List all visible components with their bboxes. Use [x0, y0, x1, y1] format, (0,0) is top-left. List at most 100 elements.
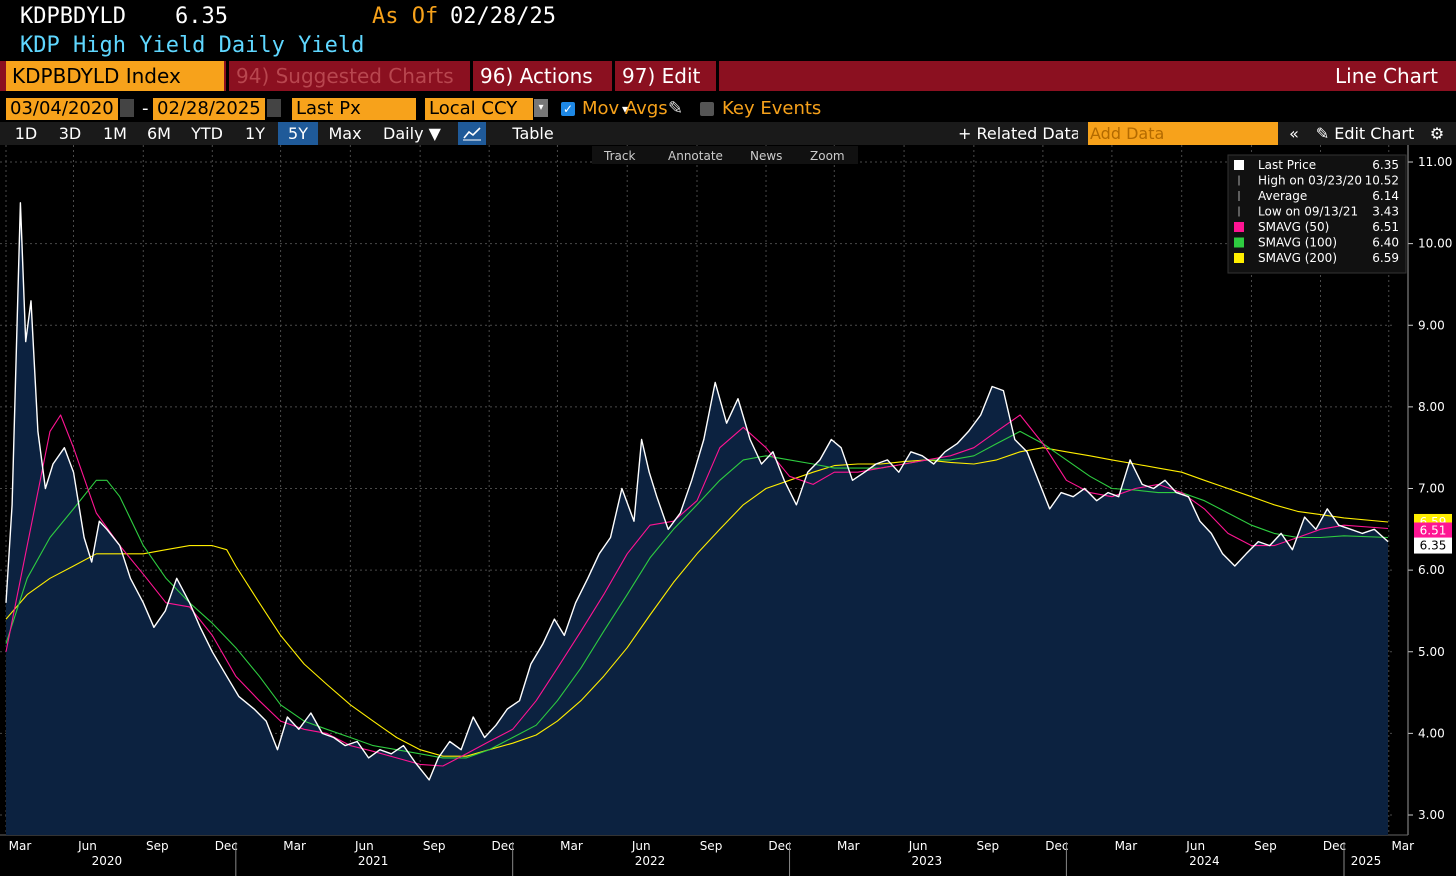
edit-chart-button[interactable]: ✎ Edit Chart [1310, 122, 1420, 145]
edit-chart-label: Edit Chart [1334, 124, 1415, 143]
chevron-down-icon[interactable]: ▾ [534, 99, 548, 117]
period-1d[interactable]: 1D [14, 124, 38, 143]
period-ytd[interactable]: YTD [191, 124, 223, 143]
x-month-label: Dec [1323, 839, 1346, 853]
title-row: KDPBDYLD 6.35 As Of 02/28/25 [0, 2, 1456, 32]
x-month-label: Mar [283, 839, 306, 853]
x-year-label: 2022 [635, 854, 666, 868]
legend-value: 6.35 [1372, 158, 1399, 172]
x-month-label: Jun [354, 839, 374, 853]
x-year-label: 2021 [358, 854, 389, 868]
y-tick-label: 10.00 [1418, 237, 1452, 251]
add-data-input[interactable]: Add Data [1088, 122, 1278, 145]
suggested-charts-label: 94) Suggested Charts [236, 64, 454, 88]
legend-label: Low on 09/13/21 [1258, 205, 1358, 219]
x-month-label: Mar [1115, 839, 1138, 853]
chart-tool-zoom: Zoom [810, 149, 845, 163]
divider [612, 61, 615, 91]
frequency-label: Daily [383, 124, 424, 143]
security-field[interactable]: KDPBDYLD Index [6, 61, 224, 91]
calendar-icon[interactable] [267, 99, 281, 117]
end-label-sma50: 6.51 [1420, 523, 1447, 537]
line-chart-icon[interactable] [458, 122, 486, 145]
frequency-selector[interactable]: Daily ▼ [372, 122, 452, 145]
suggested-charts-button[interactable]: 94) Suggested Charts ▾ [230, 61, 468, 116]
x-month-label: Jun [631, 839, 651, 853]
mov-avgs-checkbox[interactable]: ✓ [561, 102, 575, 116]
as-of-label: As Of [372, 4, 439, 29]
x-year-label: 2023 [912, 854, 943, 868]
legend-marker [1234, 222, 1244, 232]
end-date-field[interactable]: 02/28/2025 [153, 98, 265, 120]
key-events-checkbox[interactable] [700, 102, 714, 116]
line-chart[interactable]: 3.00 4.00 5.00 6.00 7.00 8.00 9.00 10.00 11.00 Ma… [0, 145, 1456, 876]
table-button[interactable]: Table [512, 124, 554, 143]
y-tick-label: 7.00 [1418, 482, 1445, 496]
subtitle-row: KDP High Yield Daily Yield [0, 32, 1456, 60]
legend-value: 6.59 [1372, 251, 1399, 265]
x-month-label: Sep [146, 839, 169, 853]
edit-label: 97) Edit [622, 64, 701, 88]
y-tick-label: 3.00 [1418, 808, 1445, 822]
period-max[interactable]: Max [328, 124, 362, 143]
field-selector[interactable]: Last Px [292, 98, 416, 120]
y-tick-label: 8.00 [1418, 400, 1445, 414]
period-3d[interactable]: 3D [58, 124, 82, 143]
divider [226, 61, 229, 91]
x-month-label: Sep [700, 839, 723, 853]
legend-label: Last Price [1258, 158, 1316, 172]
legend-marker [1234, 237, 1244, 248]
chart-tool-news: News [750, 149, 782, 163]
edit-button[interactable]: 97) Edit ▾ [616, 61, 714, 116]
series-line-price [5, 202, 1389, 781]
legend-value: 3.43 [1372, 205, 1399, 219]
period-6m[interactable]: 6M [147, 124, 171, 143]
action-bar: KDPBDYLD Index 94) Suggested Charts ▾ 96… [0, 61, 1456, 116]
legend-label: High on 03/23/20 [1258, 174, 1362, 188]
series-line-sma100 [5, 430, 1389, 759]
end-label-box-sma50 [1414, 522, 1452, 539]
gear-icon[interactable]: ⚙ [1429, 124, 1445, 143]
x-month-label: Mar [837, 839, 860, 853]
period-5y[interactable]: 5Y [278, 122, 318, 145]
start-date-field[interactable]: 03/04/2020 [6, 98, 118, 120]
options-row: 03/04/2020 - 02/28/2025 Last Px Local CC… [0, 98, 1456, 122]
y-tick-label: 5.00 [1418, 645, 1445, 659]
legend-label: SMAVG (200) [1258, 251, 1337, 265]
period-1y[interactable]: 1Y [245, 124, 265, 143]
legend-label: Average [1258, 189, 1307, 203]
y-tick-label: 6.00 [1418, 563, 1445, 577]
triangle-down-icon: ▼ [428, 124, 441, 143]
legend-marker [1234, 160, 1244, 170]
y-tick-label: 9.00 [1418, 318, 1445, 332]
x-month-label: Dec [215, 839, 238, 853]
x-year-label: 2025 [1351, 854, 1382, 868]
x-month-label: Sep [1254, 839, 1277, 853]
pencil-icon: ✎ [1315, 124, 1330, 143]
calendar-icon[interactable] [120, 99, 134, 117]
divider [470, 61, 473, 91]
chart-type-button[interactable]: Line Chart [1335, 64, 1438, 88]
chart-tool-annotate: Annotate [668, 149, 723, 163]
actions-button[interactable]: 96) Actions ▾ [474, 61, 610, 116]
end-label-box-price [1414, 537, 1452, 554]
period-bar: 1D 3D 1M 6M YTD 1Y 5Y Max Daily ▼ Table … [0, 122, 1456, 145]
x-month-label: Jun [908, 839, 928, 853]
currency-selector[interactable]: Local CCY [425, 98, 533, 120]
collapse-icon[interactable]: « [1289, 124, 1299, 143]
x-month-label: Sep [977, 839, 1000, 853]
chart-tool-track: Track [603, 149, 635, 163]
x-month-label: Dec [1045, 839, 1068, 853]
price-area [6, 202, 1388, 836]
chart-tool-strip [592, 146, 858, 164]
legend-label: SMAVG (50) [1258, 220, 1329, 234]
period-1m[interactable]: 1M [103, 124, 127, 143]
actions-label: 96) Actions [480, 64, 593, 88]
end-label-price: 6.35 [1420, 539, 1447, 553]
related-data-button[interactable]: + Related Data [958, 124, 1078, 143]
x-month-label: Jun [77, 839, 97, 853]
key-events-label: Key Events [722, 98, 822, 119]
pencil-icon[interactable]: ✎ [668, 98, 684, 119]
x-month-label: Dec [492, 839, 515, 853]
security-description: KDP High Yield Daily Yield [20, 33, 365, 58]
